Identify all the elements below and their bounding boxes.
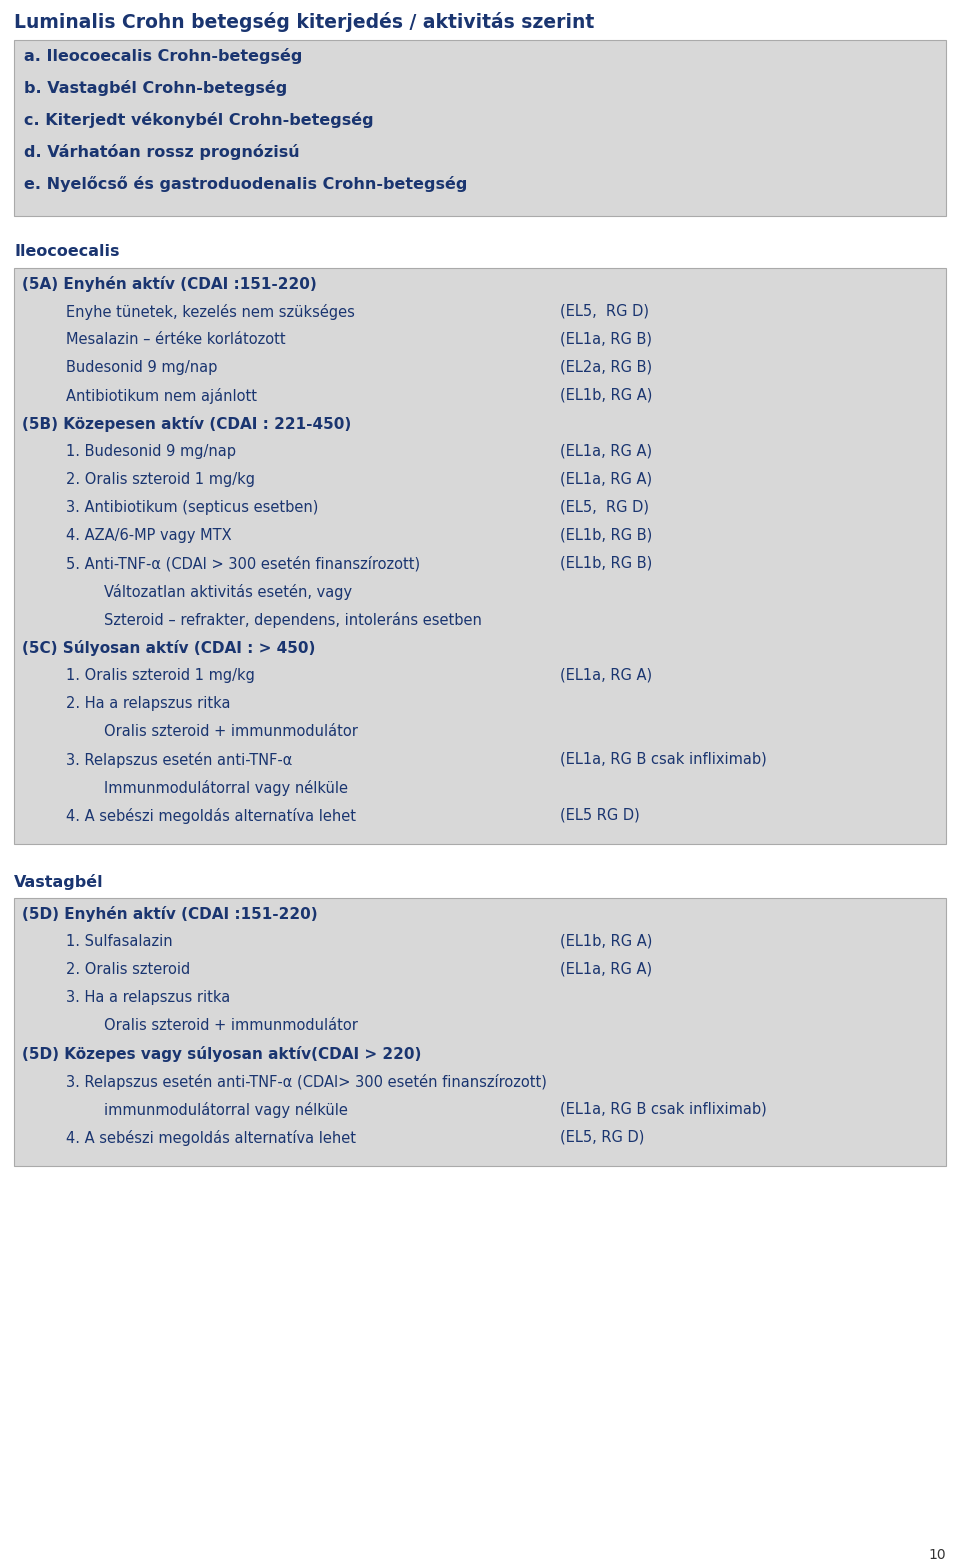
Text: 4. A sebészi megoldás alternatíva lehet: 4. A sebészi megoldás alternatíva lehet bbox=[66, 1131, 356, 1146]
Text: (EL1a, RG B csak infliximab): (EL1a, RG B csak infliximab) bbox=[560, 752, 767, 767]
Text: Oralis szteroid + immunmodulátor: Oralis szteroid + immunmodulátor bbox=[104, 723, 358, 739]
Text: immunmodulátorral vagy nélküle: immunmodulátorral vagy nélküle bbox=[104, 1102, 348, 1118]
Text: (EL5,  RG D): (EL5, RG D) bbox=[560, 304, 649, 319]
Text: Budesonid 9 mg/nap: Budesonid 9 mg/nap bbox=[66, 360, 217, 374]
Text: c. Kiterjedt vékonybél Crohn-betegség: c. Kiterjedt vékonybél Crohn-betegség bbox=[24, 113, 373, 128]
Text: a. Ileocoecalis Crohn-betegség: a. Ileocoecalis Crohn-betegség bbox=[24, 49, 302, 64]
Text: 3. Relapszus esetén anti-TNF-α: 3. Relapszus esetén anti-TNF-α bbox=[66, 752, 293, 767]
Text: 2. Oralis szteroid 1 mg/kg: 2. Oralis szteroid 1 mg/kg bbox=[66, 471, 255, 487]
Text: b. Vastagbél Crohn-betegség: b. Vastagbél Crohn-betegség bbox=[24, 80, 287, 96]
Text: 1. Oralis szteroid 1 mg/kg: 1. Oralis szteroid 1 mg/kg bbox=[66, 669, 254, 683]
Text: (5D) Közepes vagy súlyosan aktív(CDAI > 220): (5D) Közepes vagy súlyosan aktív(CDAI > … bbox=[22, 1046, 421, 1062]
Text: 3. Ha a relapszus ritka: 3. Ha a relapszus ritka bbox=[66, 990, 230, 1005]
Text: (EL1b, RG B): (EL1b, RG B) bbox=[560, 556, 652, 572]
Text: 1. Budesonid 9 mg/nap: 1. Budesonid 9 mg/nap bbox=[66, 445, 236, 459]
Text: d. Várhatóan rossz prognózisú: d. Várhatóan rossz prognózisú bbox=[24, 144, 300, 160]
Text: (EL5,  RG D): (EL5, RG D) bbox=[560, 500, 649, 515]
Text: (EL1b, RG A): (EL1b, RG A) bbox=[560, 933, 653, 949]
FancyBboxPatch shape bbox=[14, 41, 946, 216]
Text: 3. Antibiotikum (septicus esetben): 3. Antibiotikum (septicus esetben) bbox=[66, 500, 319, 515]
Text: Változatlan aktivitás esetén, vagy: Változatlan aktivitás esetén, vagy bbox=[104, 584, 352, 600]
Text: Szteroid – refrakter, dependens, intoleráns esetben: Szteroid – refrakter, dependens, intoler… bbox=[104, 612, 482, 628]
Text: 4. AZA/6-MP vagy MTX: 4. AZA/6-MP vagy MTX bbox=[66, 528, 231, 543]
Text: Antibiotikum nem ajánlott: Antibiotikum nem ajánlott bbox=[66, 388, 257, 404]
Text: Ileocoecalis: Ileocoecalis bbox=[14, 244, 119, 258]
Text: (5C) Súlyosan aktív (CDAI : > 450): (5C) Súlyosan aktív (CDAI : > 450) bbox=[22, 640, 316, 656]
Text: 3. Relapszus esetén anti-TNF-α (CDAI> 300 esetén finanszírozott): 3. Relapszus esetén anti-TNF-α (CDAI> 30… bbox=[66, 1074, 547, 1090]
Text: 2. Oralis szteroid: 2. Oralis szteroid bbox=[66, 962, 190, 977]
Text: (5B) Közepesen aktív (CDAI : 221-450): (5B) Közepesen aktív (CDAI : 221-450) bbox=[22, 417, 351, 432]
Text: (EL1a, RG B): (EL1a, RG B) bbox=[560, 332, 652, 348]
Text: (EL2a, RG B): (EL2a, RG B) bbox=[560, 360, 652, 374]
Text: (EL1b, RG B): (EL1b, RG B) bbox=[560, 528, 652, 543]
Text: Mesalazin – értéke korlátozott: Mesalazin – értéke korlátozott bbox=[66, 332, 286, 348]
Text: Oralis szteroid + immunmodulátor: Oralis szteroid + immunmodulátor bbox=[104, 1018, 358, 1034]
Text: (5D) Enyhén aktív (CDAI :151-220): (5D) Enyhén aktív (CDAI :151-220) bbox=[22, 907, 318, 922]
Text: (EL5, RG D): (EL5, RG D) bbox=[560, 1131, 644, 1145]
FancyBboxPatch shape bbox=[14, 268, 946, 844]
Text: 5. Anti-TNF-α (CDAI > 300 esetén finanszírozott): 5. Anti-TNF-α (CDAI > 300 esetén finansz… bbox=[66, 556, 420, 572]
Text: Enyhe tünetek, kezelés nem szükséges: Enyhe tünetek, kezelés nem szükséges bbox=[66, 304, 355, 319]
Text: (EL1a, RG A): (EL1a, RG A) bbox=[560, 962, 652, 977]
Text: Immunmodulátorral vagy nélküle: Immunmodulátorral vagy nélküle bbox=[104, 780, 348, 796]
Text: (5A) Enyhén aktív (CDAI :151-220): (5A) Enyhén aktív (CDAI :151-220) bbox=[22, 276, 317, 291]
Text: Luminalis Crohn betegség kiterjedés / aktivitás szerint: Luminalis Crohn betegség kiterjedés / ak… bbox=[14, 13, 594, 31]
Text: (EL1a, RG B csak infliximab): (EL1a, RG B csak infliximab) bbox=[560, 1102, 767, 1117]
Text: (EL1a, RG A): (EL1a, RG A) bbox=[560, 445, 652, 459]
FancyBboxPatch shape bbox=[14, 897, 946, 1167]
Text: e. Nyelőcső és gastroduodenalis Crohn-betegség: e. Nyelőcső és gastroduodenalis Crohn-be… bbox=[24, 175, 468, 193]
Text: 2. Ha a relapszus ritka: 2. Ha a relapszus ritka bbox=[66, 695, 230, 711]
Text: (EL1b, RG A): (EL1b, RG A) bbox=[560, 388, 653, 402]
Text: (EL5 RG D): (EL5 RG D) bbox=[560, 808, 639, 824]
Text: (EL1a, RG A): (EL1a, RG A) bbox=[560, 669, 652, 683]
Text: Vastagbél: Vastagbél bbox=[14, 874, 104, 889]
Text: 1. Sulfasalazin: 1. Sulfasalazin bbox=[66, 933, 173, 949]
Text: 10: 10 bbox=[928, 1549, 946, 1561]
Text: 4. A sebészi megoldás alternatíva lehet: 4. A sebészi megoldás alternatíva lehet bbox=[66, 808, 356, 824]
Text: (EL1a, RG A): (EL1a, RG A) bbox=[560, 471, 652, 487]
